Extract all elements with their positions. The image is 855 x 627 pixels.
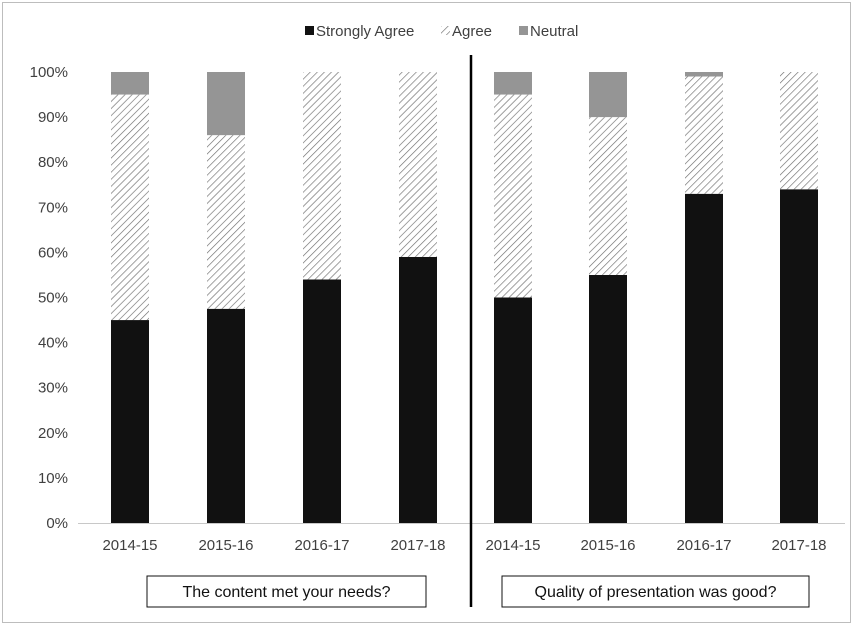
bar-segment-neutral — [589, 72, 627, 118]
x-tick-label: 2015-16 — [580, 537, 635, 554]
x-tick-label: 2017-18 — [771, 537, 826, 554]
bar-segment-strongly-agree — [399, 256, 437, 523]
y-tick-label: 10% — [38, 470, 68, 487]
bar-segment-agree — [494, 94, 532, 298]
bar-segment-strongly-agree — [780, 189, 818, 523]
bar-segment-strongly-agree — [207, 308, 245, 523]
y-axis: 0% 10% 20% 30% 40% 50% 60% 70% 80% 90% 100% — [30, 64, 68, 532]
panel-caption-box — [501, 575, 810, 608]
legend-label-agree: Agree — [452, 23, 492, 40]
x-tick-label: 2017-18 — [390, 537, 445, 554]
y-tick-label: 60% — [38, 244, 68, 261]
bar-segment-strongly-agree — [303, 279, 341, 523]
bar-segment-agree — [399, 72, 437, 257]
bar-segment-agree — [589, 117, 627, 275]
panel-caption: Quality of presentation was good? — [535, 584, 777, 601]
y-tick-label: 70% — [38, 199, 68, 216]
y-tick-label: 20% — [38, 425, 68, 442]
bar-segment-strongly-agree — [589, 274, 627, 523]
bar-segment-strongly-agree — [685, 193, 723, 523]
bar-segment-agree — [207, 135, 245, 309]
x-tick-label: 2014-15 — [102, 537, 157, 554]
bar-segment-agree — [685, 76, 723, 194]
bar-segment-agree — [303, 72, 341, 280]
legend-swatch-strongly-agree — [305, 26, 314, 35]
y-tick-label: 0% — [46, 515, 68, 532]
legend: Strongly Agree Agree Neutral — [305, 23, 578, 40]
panel-caption: The content met your needs? — [182, 584, 390, 601]
bar-segment-neutral — [685, 72, 723, 77]
legend-label-strongly-agree: Strongly Agree — [316, 23, 414, 40]
bar-segment-agree — [780, 72, 818, 190]
y-tick-label: 100% — [30, 64, 68, 81]
legend-swatch-neutral — [519, 26, 528, 35]
bar-segment-neutral — [494, 72, 532, 95]
bar-segment-neutral — [111, 72, 149, 95]
panel-captions: The content met your needs? Quality of pr… — [146, 575, 810, 608]
y-tick-label: 80% — [38, 154, 68, 171]
bar-segment-neutral — [207, 72, 245, 136]
x-tick-label: 2015-16 — [198, 537, 253, 554]
legend-swatch-agree — [441, 26, 450, 35]
x-axis: 2014-15 2015-16 2016-17 2017-18 2014-15 2015-… — [78, 55, 845, 607]
bar-segment-strongly-agree — [111, 320, 149, 523]
panel-caption-box — [146, 575, 427, 608]
y-tick-label: 50% — [38, 290, 68, 307]
legend-label-neutral: Neutral — [530, 23, 578, 40]
x-tick-label: 2016-17 — [294, 537, 349, 554]
bar-segment-agree — [111, 94, 149, 321]
bars — [111, 72, 818, 523]
x-tick-label: 2014-15 — [485, 537, 540, 554]
y-tick-label: 40% — [38, 335, 68, 352]
y-tick-label: 90% — [38, 109, 68, 126]
x-tick-label: 2016-17 — [676, 537, 731, 554]
y-tick-label: 30% — [38, 380, 68, 397]
bar-segment-strongly-agree — [494, 297, 532, 523]
